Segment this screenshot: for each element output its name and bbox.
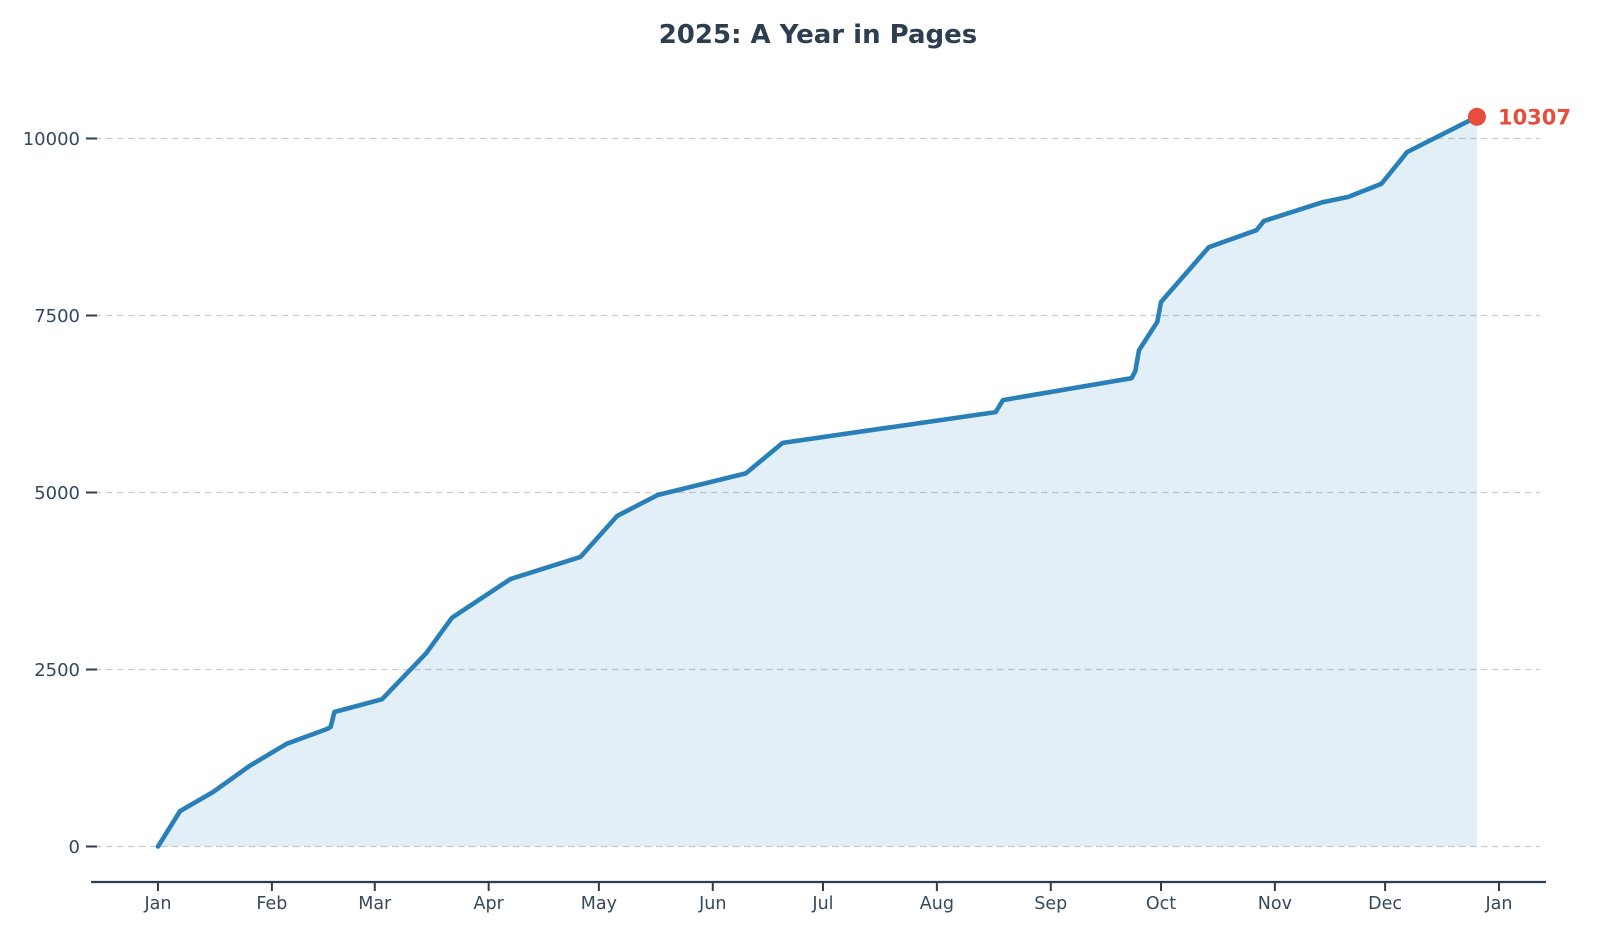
chart-title: 2025: A Year in Pages (659, 20, 978, 50)
x-tick-label: Jan (1485, 894, 1513, 914)
x-axis-group: Jan Feb Mar Apr May Jun Jul Aug Sep Oct Nov Dec Jan (91, 880, 1546, 914)
end-dot (1467, 107, 1486, 126)
x-tick-label: Apr (474, 894, 505, 914)
y-tick-label: 2500 (34, 660, 80, 681)
x-tick-label: Aug (920, 894, 954, 914)
y-tick-label: 7500 (34, 306, 80, 327)
x-tick-label: Jun (698, 894, 726, 914)
x-tick-label: Dec (1368, 894, 1402, 914)
y-tick-label: 0 (69, 837, 80, 858)
x-tick-label: Nov (1258, 894, 1292, 914)
end-value-label: 10307 (1498, 105, 1571, 129)
gridlines-group (95, 137, 1540, 848)
x-tick-label: Feb (256, 894, 287, 914)
series-line (155, 114, 1480, 849)
y-tick-label: 5000 (34, 483, 80, 504)
y-axis-group: 0 2500 5000 7500 10000 (23, 129, 97, 858)
x-tick-label: Jul (811, 894, 833, 914)
x-tick-label: May (581, 894, 617, 914)
y-tick-label: 10000 (23, 129, 80, 150)
x-tick-label: Jan (144, 894, 172, 914)
x-tick-label: Sep (1034, 894, 1067, 914)
x-tick-label: Oct (1146, 894, 1176, 914)
area-fill (158, 116, 1477, 847)
x-tick-label: Mar (358, 894, 392, 914)
